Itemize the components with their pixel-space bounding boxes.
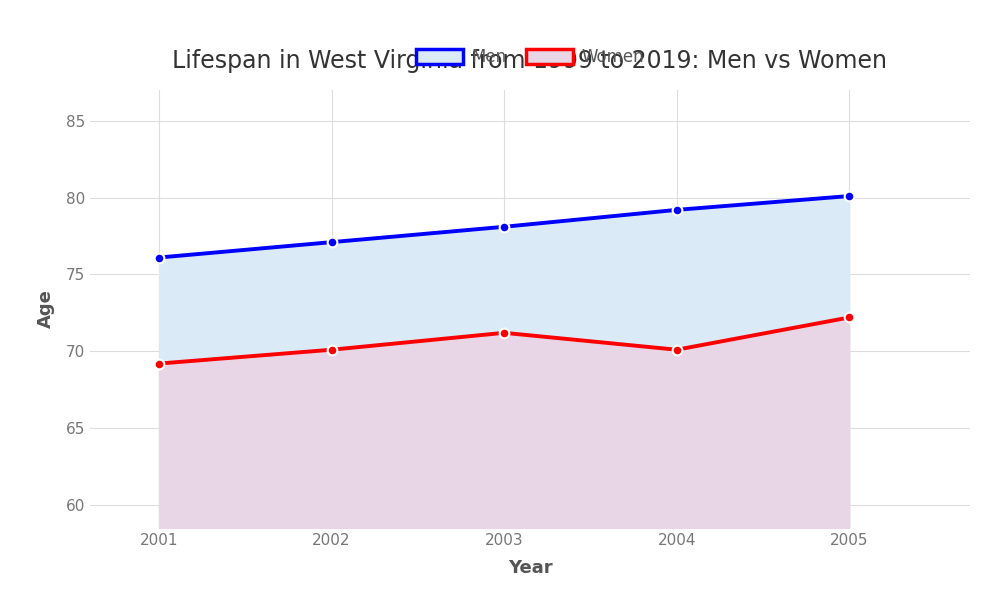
Y-axis label: Age: Age bbox=[37, 290, 55, 328]
Legend: Men, Women: Men, Women bbox=[409, 41, 651, 73]
Title: Lifespan in West Virginia from 1999 to 2019: Men vs Women: Lifespan in West Virginia from 1999 to 2… bbox=[173, 49, 888, 73]
X-axis label: Year: Year bbox=[508, 559, 552, 577]
